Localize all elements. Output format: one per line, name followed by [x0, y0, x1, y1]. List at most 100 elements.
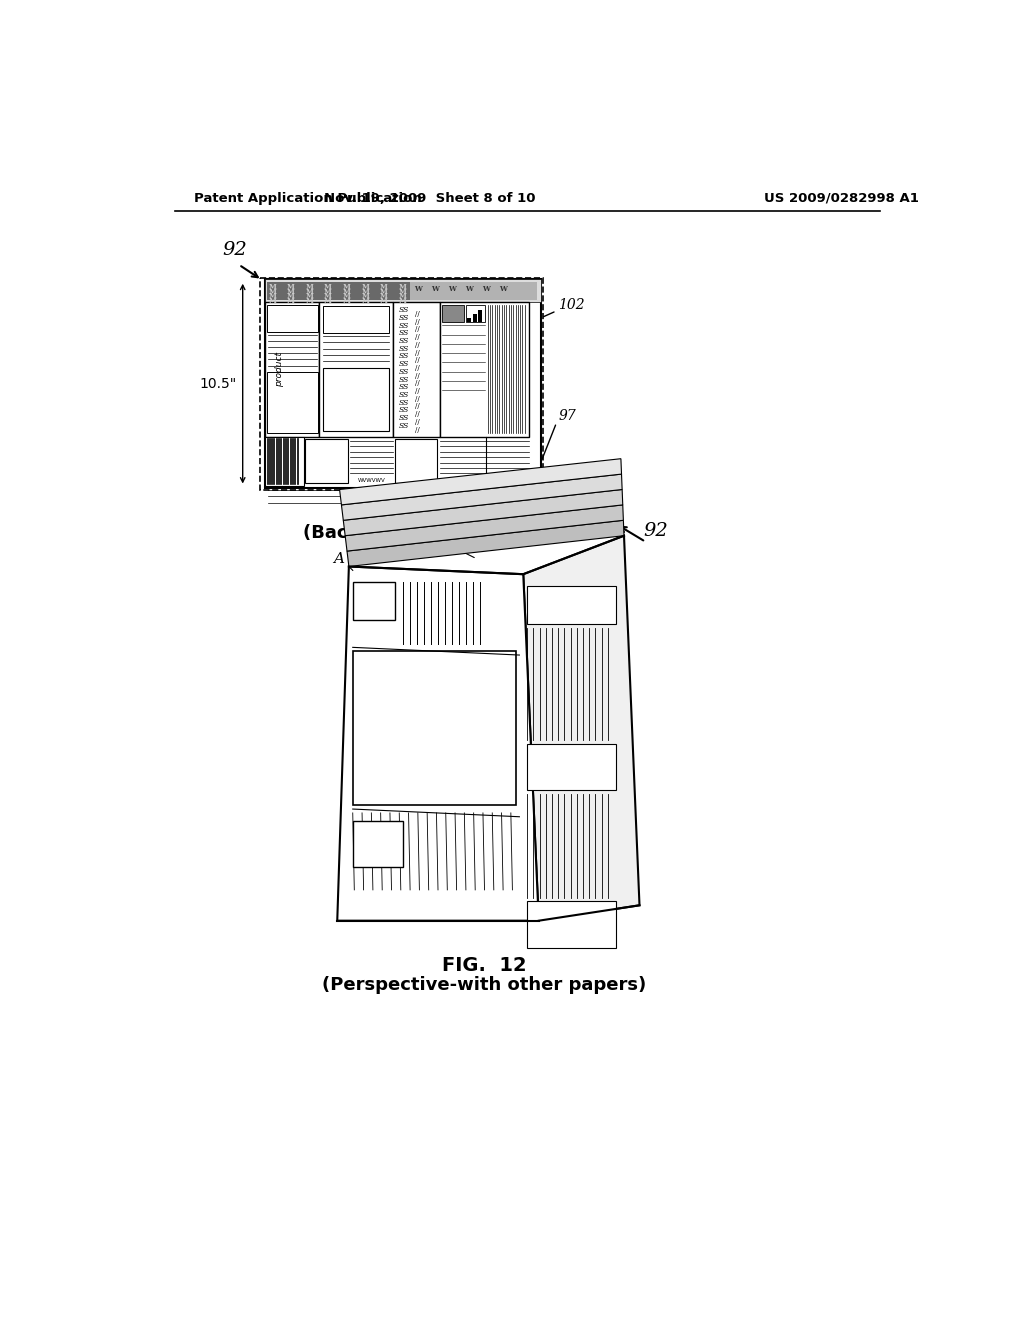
- Text: M: M: [287, 293, 295, 301]
- Polygon shape: [337, 566, 539, 921]
- Text: M: M: [380, 293, 388, 301]
- Text: //: //: [415, 379, 420, 387]
- Text: M: M: [305, 284, 313, 292]
- Text: M: M: [380, 297, 388, 305]
- Bar: [527, 586, 616, 624]
- Text: 92: 92: [222, 240, 248, 259]
- Text: M: M: [305, 297, 313, 305]
- Text: //: //: [415, 318, 420, 326]
- Polygon shape: [343, 490, 623, 536]
- Text: M: M: [305, 288, 313, 296]
- Bar: [266, 305, 317, 331]
- Polygon shape: [345, 506, 624, 552]
- Text: //: //: [415, 425, 420, 433]
- Text: SS: SS: [399, 407, 410, 414]
- Text: //: //: [415, 326, 420, 334]
- Text: M: M: [268, 297, 276, 305]
- Text: //: //: [415, 341, 420, 348]
- Text: SS: SS: [399, 376, 410, 384]
- Text: M: M: [343, 284, 350, 292]
- Text: W: W: [431, 285, 439, 293]
- Text: //: //: [415, 387, 420, 395]
- Text: //: //: [415, 348, 420, 356]
- Text: SS: SS: [399, 337, 410, 345]
- Text: M: M: [287, 297, 295, 305]
- Bar: [265, 437, 304, 487]
- Bar: [527, 902, 616, 948]
- Text: Patent Application Publication: Patent Application Publication: [194, 191, 422, 205]
- Bar: [393, 302, 439, 437]
- Text: //: //: [415, 418, 420, 426]
- Text: //: //: [415, 403, 420, 411]
- Bar: [305, 440, 348, 483]
- Bar: [394, 440, 437, 483]
- Text: M: M: [398, 297, 407, 305]
- Bar: [442, 305, 464, 322]
- Polygon shape: [347, 520, 624, 566]
- Text: SS: SS: [399, 322, 410, 330]
- Text: SS: SS: [399, 383, 410, 391]
- Text: M: M: [380, 288, 388, 296]
- Text: M: M: [324, 284, 332, 292]
- Bar: [319, 302, 393, 437]
- Text: W: W: [500, 285, 507, 293]
- Text: M: M: [305, 293, 313, 301]
- Bar: [473, 314, 477, 322]
- Text: product: product: [274, 352, 284, 387]
- Text: M: M: [324, 288, 332, 296]
- Text: SS: SS: [399, 314, 410, 322]
- Text: M: M: [343, 293, 350, 301]
- Text: M: M: [324, 293, 332, 301]
- Bar: [466, 305, 485, 322]
- Bar: [266, 372, 317, 433]
- Text: W: W: [449, 285, 456, 293]
- Text: US 2009/0282998 A1: US 2009/0282998 A1: [764, 191, 919, 205]
- Text: M: M: [343, 297, 350, 305]
- Bar: [324, 306, 389, 333]
- Text: SS: SS: [399, 306, 410, 314]
- Bar: [352, 582, 395, 620]
- Text: W: W: [482, 285, 490, 293]
- Text: 92: 92: [643, 521, 668, 540]
- Text: (Back-with Inserts): (Back-with Inserts): [303, 524, 496, 543]
- Bar: [439, 302, 528, 437]
- Text: SS: SS: [399, 414, 410, 422]
- Bar: [352, 651, 515, 805]
- Text: 102: 102: [558, 297, 585, 312]
- Polygon shape: [340, 459, 622, 506]
- Text: //: //: [415, 411, 420, 418]
- Text: SS: SS: [399, 422, 410, 430]
- Bar: [266, 281, 411, 300]
- Text: M: M: [398, 284, 407, 292]
- Text: SS: SS: [399, 368, 410, 376]
- Text: SS: SS: [399, 360, 410, 368]
- Bar: [265, 280, 541, 488]
- Text: SS: SS: [399, 391, 410, 399]
- Text: M: M: [361, 284, 369, 292]
- Text: M: M: [361, 288, 369, 296]
- Text: M: M: [287, 284, 295, 292]
- Polygon shape: [341, 474, 623, 520]
- Text: W: W: [414, 285, 422, 293]
- Bar: [265, 280, 541, 302]
- Text: 10.5": 10.5": [200, 376, 237, 391]
- Text: M: M: [398, 293, 407, 301]
- Bar: [265, 302, 319, 437]
- Text: //: //: [415, 372, 420, 380]
- Text: Nov. 19, 2009  Sheet 8 of 10: Nov. 19, 2009 Sheet 8 of 10: [325, 191, 536, 205]
- Bar: [352, 821, 403, 867]
- Text: A: A: [334, 552, 344, 566]
- Text: FIG.  ||: FIG. ||: [364, 504, 435, 524]
- Text: M: M: [268, 293, 276, 301]
- Bar: [478, 310, 482, 322]
- Text: W: W: [465, 285, 473, 293]
- Text: SS: SS: [399, 352, 410, 360]
- Bar: [324, 368, 389, 430]
- Text: //: //: [415, 333, 420, 341]
- Text: M: M: [268, 284, 276, 292]
- Text: M: M: [268, 288, 276, 296]
- Text: //: //: [415, 356, 420, 364]
- Text: //: //: [415, 310, 420, 318]
- Text: FIG.  12: FIG. 12: [442, 956, 526, 975]
- Bar: [260, 277, 543, 490]
